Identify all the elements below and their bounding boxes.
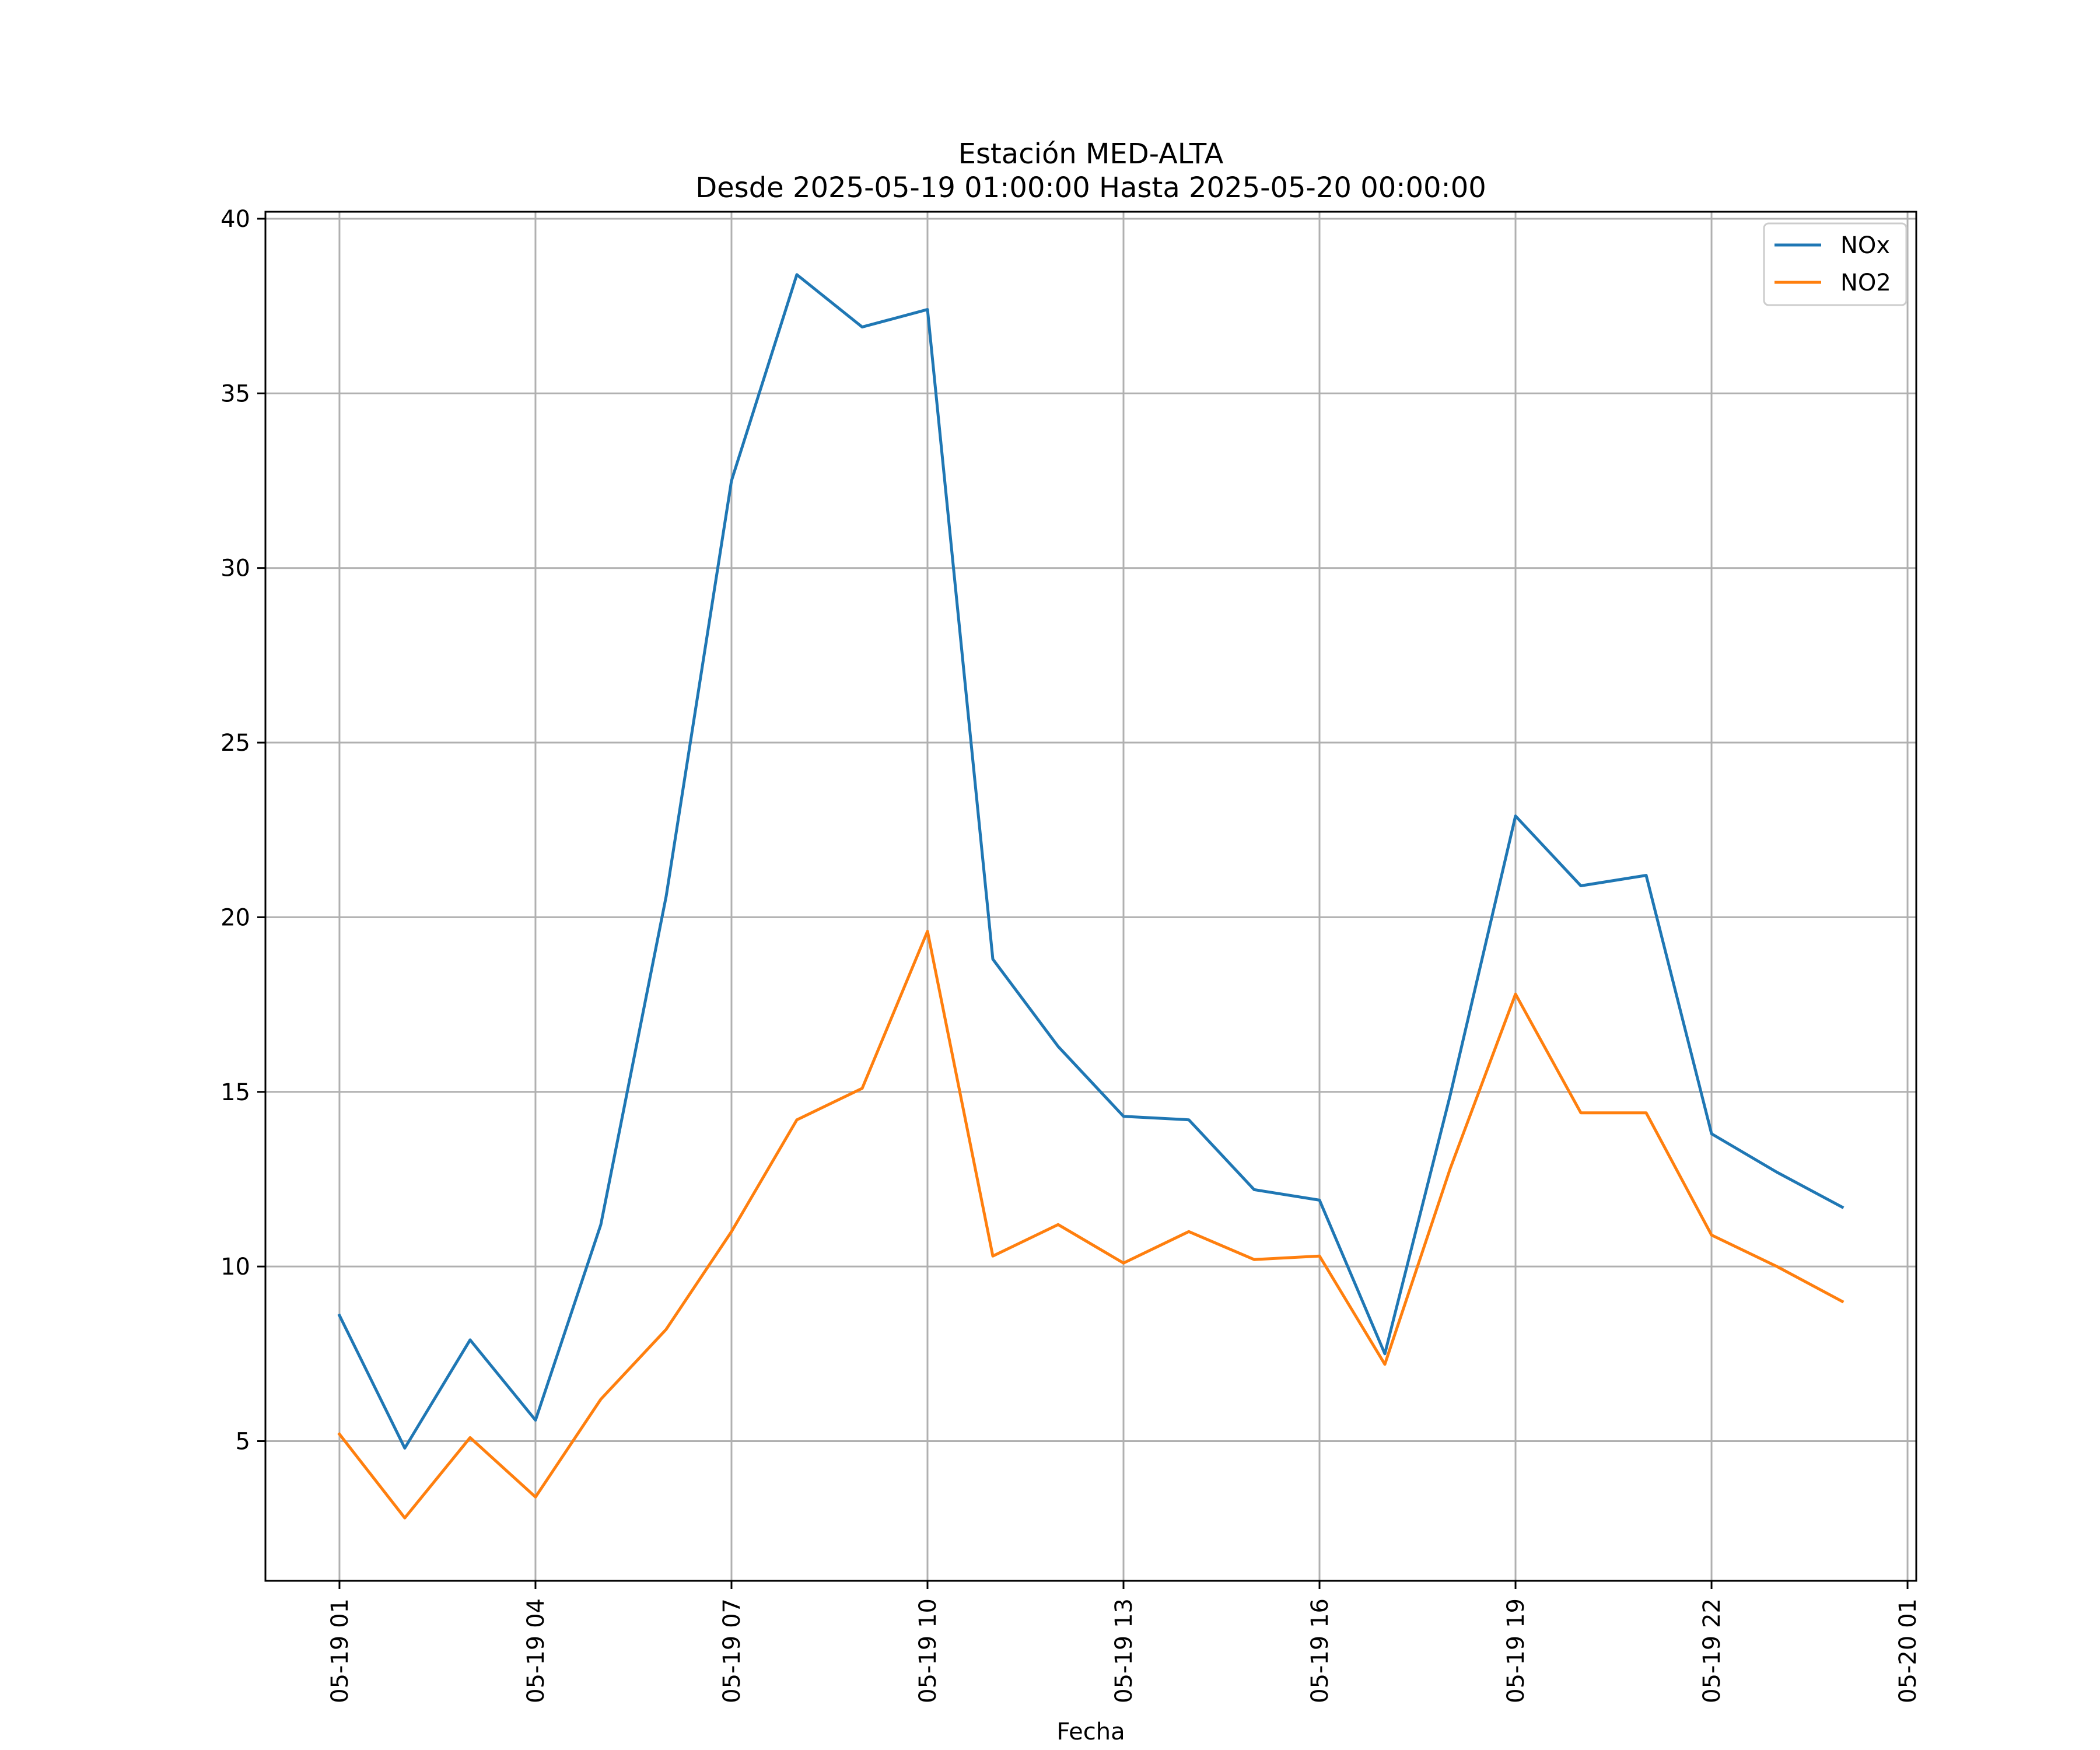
x-tick-label: 05-19 04: [523, 1598, 550, 1703]
series-line-nox: [337, 273, 1845, 1450]
x-tick-label: 05-19 10: [915, 1598, 942, 1703]
legend-label-no2: NO2: [1840, 270, 1891, 296]
plot-frame: [264, 211, 1917, 1582]
x-tick-label: 05-19 16: [1307, 1598, 1334, 1703]
chart-title: Estación MED-ALTA: [958, 138, 1224, 170]
legend-label-nox: NOx: [1840, 232, 1890, 259]
x-tick-label: 05-19 22: [1699, 1598, 1726, 1703]
x-tick-label: 05-19 01: [327, 1598, 354, 1703]
x-tick-label: 05-20 01: [1895, 1598, 1922, 1703]
x-axis-ticks: 05-19 01 05-19 04 05-19 07 05-19 10 05-19 13…: [327, 1581, 1922, 1703]
grid: [265, 212, 1916, 1581]
series-lines: [337, 273, 1845, 1520]
y-tick-label: 5: [236, 1429, 250, 1455]
y-tick-label: 20: [220, 904, 250, 931]
y-tick-label: 25: [220, 730, 250, 757]
series-line-no2: [337, 929, 1845, 1520]
x-axis-label: Fecha: [1056, 1718, 1125, 1745]
chart-subtitle: Desde 2025-05-19 01:00:00 Hasta 2025-05-…: [695, 172, 1486, 204]
y-tick-label: 15: [220, 1079, 250, 1106]
x-tick-label: 05-19 19: [1503, 1598, 1530, 1703]
x-tick-label: 05-19 07: [719, 1598, 746, 1703]
y-tick-label: 35: [220, 380, 250, 407]
legend: NOx NO2: [1763, 222, 1908, 306]
y-tick-label: 30: [220, 555, 250, 582]
y-tick-label: 40: [220, 206, 250, 233]
y-axis-ticks: 5 10 15 20 25 30 35 40: [220, 206, 265, 1455]
y-tick-label: 10: [220, 1254, 250, 1280]
x-tick-label: 05-19 13: [1111, 1598, 1138, 1703]
